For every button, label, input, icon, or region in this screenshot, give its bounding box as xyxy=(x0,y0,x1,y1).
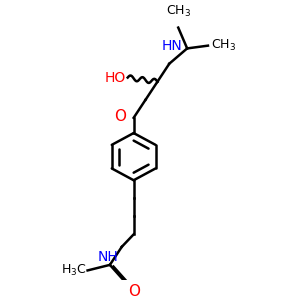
Text: CH$_3$: CH$_3$ xyxy=(211,38,236,53)
Text: CH$_3$: CH$_3$ xyxy=(166,4,191,19)
Text: HO: HO xyxy=(105,70,126,85)
Text: O: O xyxy=(128,284,140,299)
Text: HN: HN xyxy=(162,39,183,52)
Text: H$_3$C: H$_3$C xyxy=(61,263,86,278)
Text: NH: NH xyxy=(98,250,119,264)
Text: O: O xyxy=(114,109,126,124)
